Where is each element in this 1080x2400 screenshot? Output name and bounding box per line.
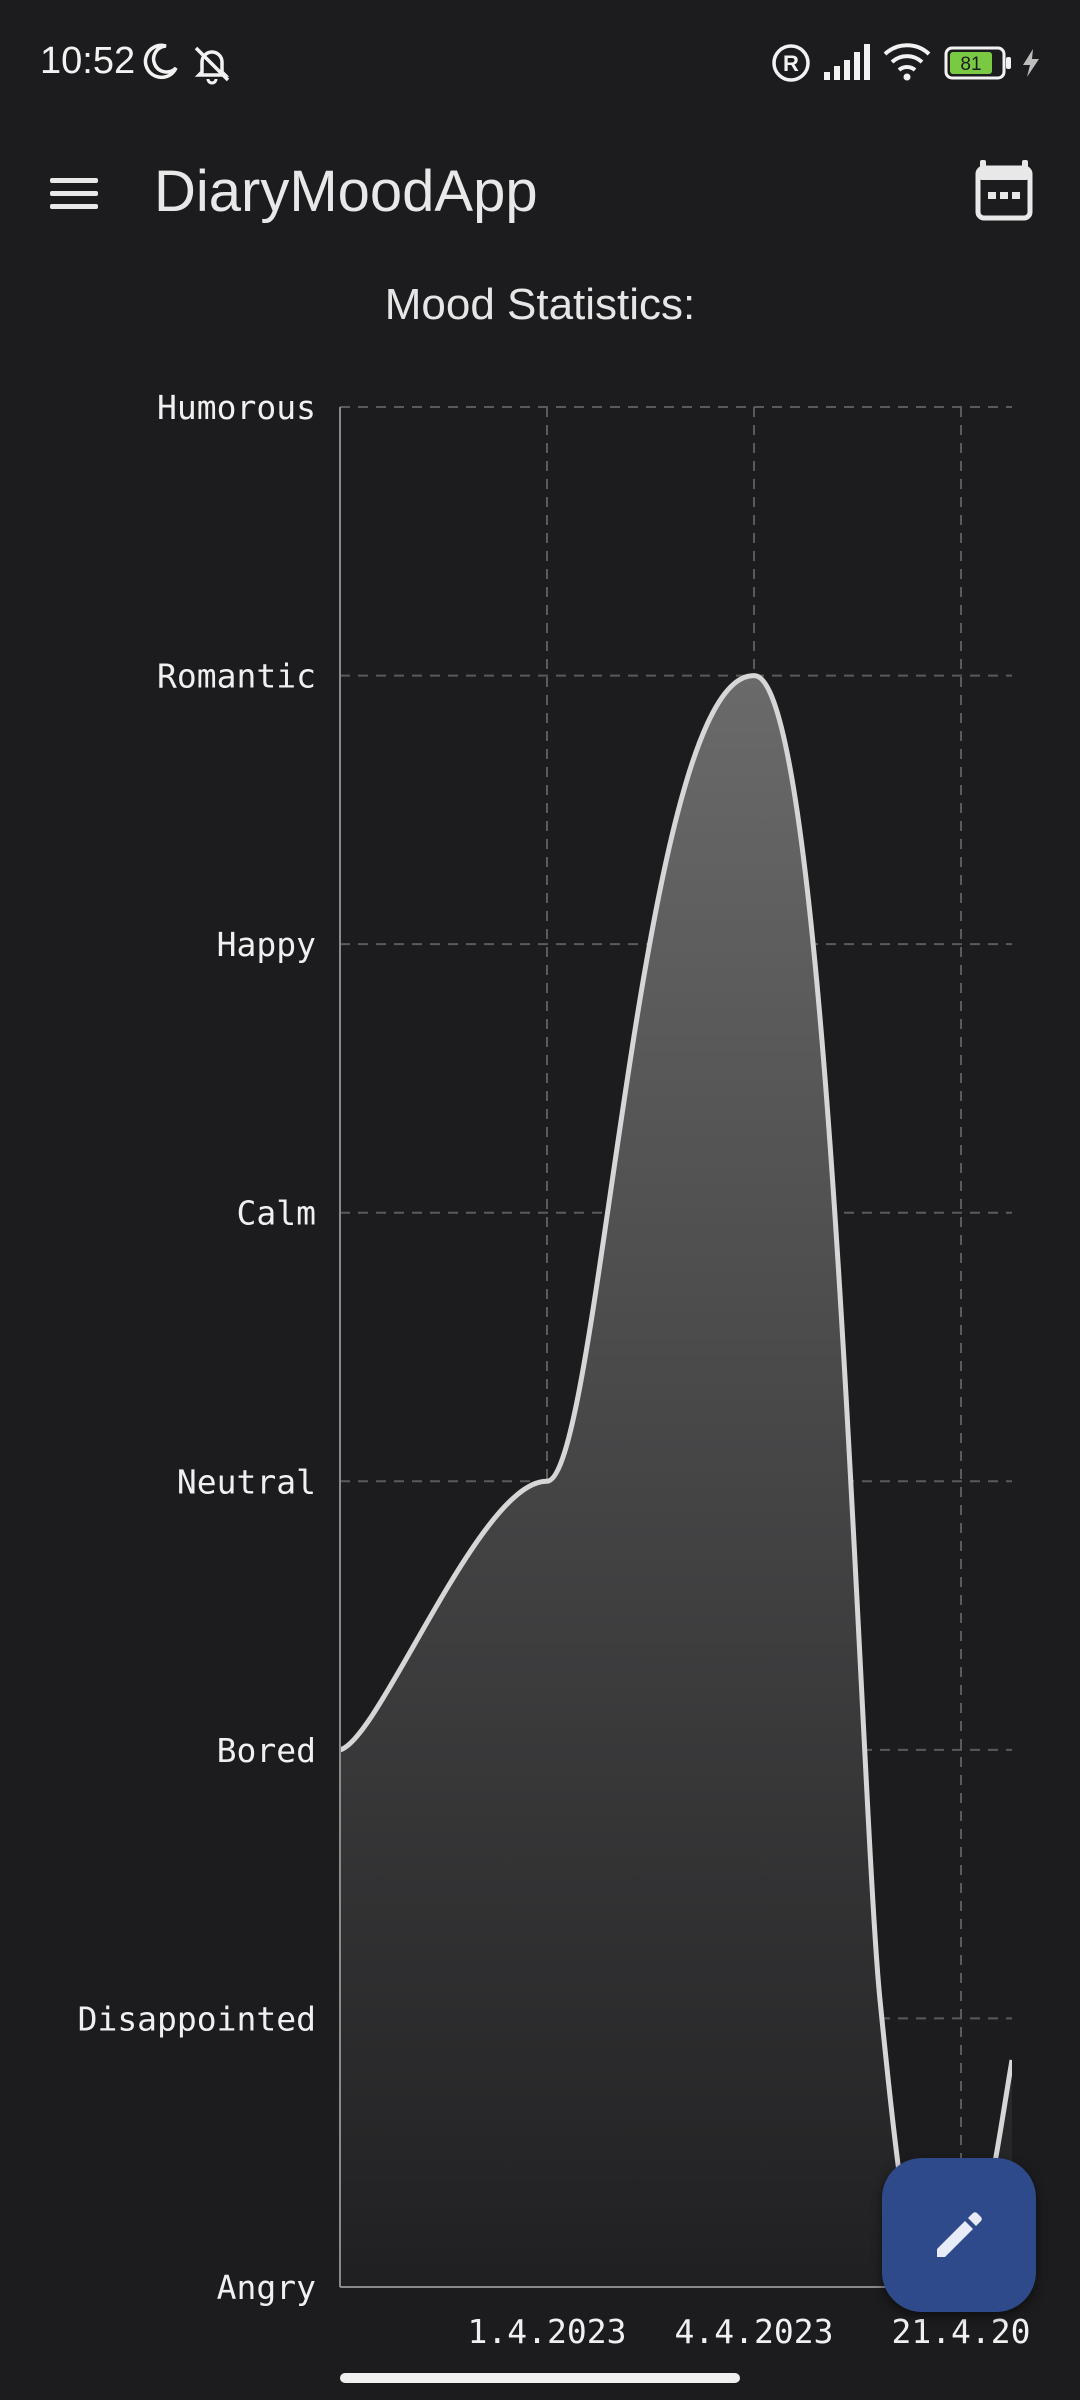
calendar-icon	[975, 160, 1033, 221]
registered-icon: R	[770, 42, 812, 89]
pencil-edit-icon	[937, 2212, 982, 2257]
app-title: DiaryMoodApp	[154, 159, 538, 224]
wifi-icon	[882, 42, 932, 87]
battery-icon: 81	[944, 46, 1014, 85]
y-tick-label-calm: Calm	[237, 1194, 316, 1233]
mood-area-fill	[340, 675, 1012, 2287]
hamburger-menu-icon	[50, 178, 98, 209]
app-bar: DiaryMoodApp	[0, 130, 1080, 260]
y-tick-label-romantic: Romantic	[157, 657, 316, 696]
charging-bolt-icon	[1020, 48, 1042, 83]
menu-button[interactable]	[36, 160, 116, 230]
muted-bell-icon	[190, 42, 234, 91]
new-entry-fab[interactable]	[882, 2158, 1036, 2312]
y-tick-label-bored: Bored	[217, 1731, 316, 1770]
moon-icon	[140, 42, 180, 87]
calendar-button[interactable]	[966, 152, 1042, 228]
battery-level: 81	[960, 54, 981, 75]
mood-series-line	[340, 673, 1012, 2287]
y-tick-label-happy: Happy	[217, 925, 316, 964]
y-tick-label-angry: Angry	[217, 2268, 316, 2307]
svg-text:R: R	[783, 51, 799, 76]
chart-title: Mood Statistics:	[384, 280, 696, 329]
gesture-navigation-bar[interactable]	[340, 2373, 740, 2383]
status-time: 10:52	[40, 40, 136, 82]
y-tick-label-neutral: Neutral	[177, 1462, 316, 1501]
x-tick-label-0: 1.4.2023	[468, 2312, 627, 2351]
signal-icon	[822, 42, 872, 87]
x-tick-label-1: 4.4.2023	[675, 2312, 834, 2351]
y-tick-label-disappointed: Disappointed	[78, 1999, 316, 2038]
x-tick-label-2: 21.4.20	[891, 2312, 1030, 2351]
status-bar: 10:52 R	[0, 0, 1080, 130]
y-tick-label-humorous: Humorous	[157, 388, 316, 427]
